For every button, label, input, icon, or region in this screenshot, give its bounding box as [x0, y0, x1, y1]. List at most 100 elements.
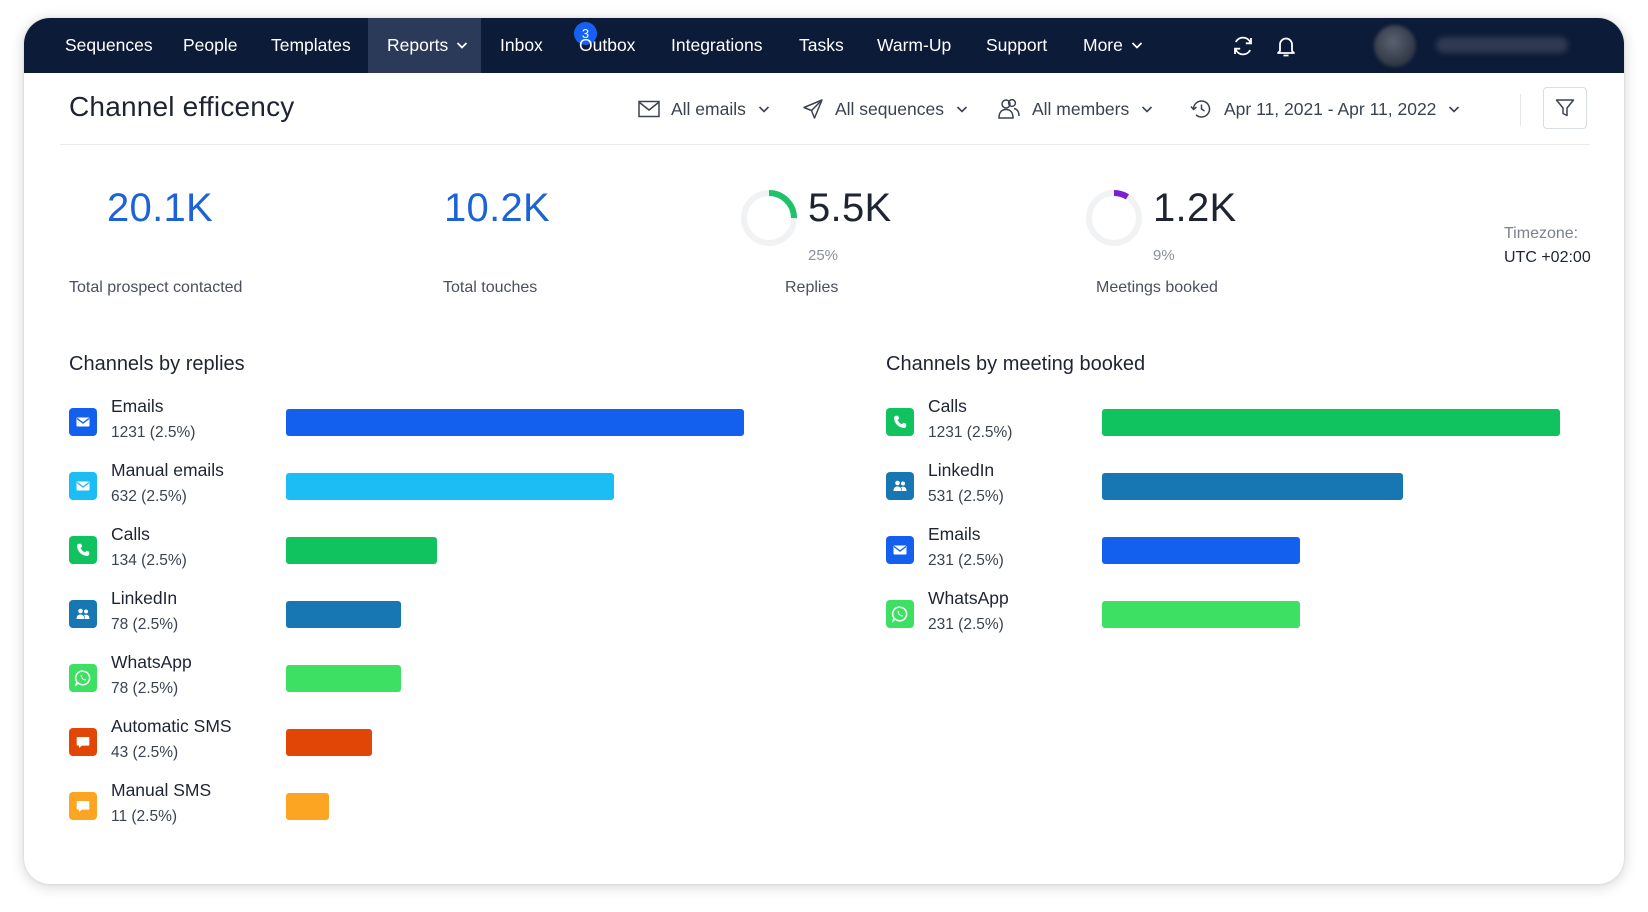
- app-window: Sequences People Templates Reports Inbox…: [24, 18, 1624, 884]
- whatsapp-icon: [886, 600, 914, 628]
- history-icon: [1190, 100, 1211, 118]
- sms-icon: [69, 792, 97, 820]
- members-filter-label: All members: [1032, 98, 1130, 119]
- nav-more-label: More: [1083, 35, 1123, 55]
- channel-bar: [286, 793, 329, 820]
- page-title: Channel efficency: [69, 91, 295, 122]
- channel-row[interactable]: Manual emails 632 (2.5%): [69, 460, 744, 520]
- channel-row[interactable]: Calls 1231 (2.5%): [886, 396, 1560, 456]
- timezone-label: Timezone:: [1504, 225, 1579, 242]
- channel-name: Manual SMS: [111, 780, 212, 800]
- nav-inbox[interactable]: Inbox: [500, 35, 543, 55]
- emails-filter-label: All emails: [671, 98, 746, 119]
- nav-support[interactable]: Support: [986, 35, 1048, 55]
- channel-row[interactable]: Emails 1231 (2.5%): [69, 396, 744, 456]
- channel-bar: [1102, 601, 1300, 628]
- channel-name: Emails: [111, 396, 164, 416]
- replies-label: Replies: [785, 279, 839, 296]
- people-icon: [886, 472, 914, 500]
- nav-warm-up[interactable]: Warm-Up: [877, 35, 952, 55]
- nav-integrations[interactable]: Integrations: [671, 35, 763, 55]
- channel-count: 11 (2.5%): [111, 808, 178, 825]
- channel-count: 78 (2.5%): [111, 680, 179, 697]
- channel-name: LinkedIn: [111, 588, 178, 608]
- nav-outbox[interactable]: Outbox: [579, 35, 636, 55]
- channel-bar: [286, 665, 401, 692]
- meetings-label: Meetings booked: [1096, 279, 1218, 296]
- email-icon: [69, 472, 97, 500]
- sms-icon: [69, 728, 97, 756]
- prospects-value: 20.1K: [107, 186, 214, 230]
- sequences-filter-dropdown[interactable]: All sequences: [802, 94, 970, 124]
- channel-row[interactable]: WhatsApp 231 (2.5%): [886, 588, 1560, 648]
- channel-row[interactable]: WhatsApp 78 (2.5%): [69, 652, 744, 712]
- channel-bar: [1102, 473, 1403, 500]
- nav-reports[interactable]: Reports: [368, 18, 481, 73]
- channel-name: Manual emails: [111, 460, 224, 480]
- refresh-icon[interactable]: [1229, 32, 1257, 60]
- replies-progress-ring: [741, 190, 797, 246]
- channel-bar: [286, 601, 401, 628]
- channel-count: 632 (2.5%): [111, 488, 187, 505]
- replies-section-title: Channels by replies: [69, 353, 245, 375]
- chevron-down-icon: [758, 106, 769, 113]
- nav-people[interactable]: People: [183, 35, 238, 55]
- channel-count: 134 (2.5%): [111, 552, 187, 569]
- phone-icon: [886, 408, 914, 436]
- nav-more[interactable]: More: [1083, 18, 1145, 73]
- channel-count: 231 (2.5%): [928, 552, 1004, 569]
- nav-tasks[interactable]: Tasks: [799, 35, 844, 55]
- channel-bar: [286, 473, 614, 500]
- channel-bar: [286, 537, 437, 564]
- channel-name: Calls: [928, 396, 967, 416]
- channel-row[interactable]: Automatic SMS 43 (2.5%): [69, 716, 744, 776]
- sequences-filter-label: All sequences: [835, 98, 944, 119]
- members-filter-dropdown[interactable]: All members: [997, 94, 1155, 124]
- bell-icon[interactable]: [1272, 32, 1300, 60]
- channel-row[interactable]: LinkedIn 78 (2.5%): [69, 588, 744, 648]
- chevron-down-icon: [1142, 106, 1153, 113]
- top-navigation: Sequences People Templates Reports Inbox…: [24, 18, 1624, 73]
- channel-name: WhatsApp: [928, 588, 1009, 608]
- filter-button[interactable]: [1543, 87, 1587, 129]
- avatar[interactable]: [1374, 25, 1416, 67]
- chevron-down-icon: [956, 106, 968, 113]
- channel-bar: [1102, 537, 1300, 564]
- channel-name: LinkedIn: [928, 460, 995, 480]
- date-range-picker[interactable]: Apr 11, 2021 - Apr 11, 2022: [1189, 94, 1462, 124]
- channel-count: 531 (2.5%): [928, 488, 1004, 505]
- meetings-value: 1.2K: [1153, 186, 1237, 230]
- funnel-icon: [1555, 99, 1575, 117]
- header-divider: [1520, 94, 1521, 126]
- meetings-section-title: Channels by meeting booked: [886, 353, 1146, 375]
- chevron-down-icon: [457, 42, 468, 49]
- phone-icon: [69, 536, 97, 564]
- channel-row[interactable]: LinkedIn 531 (2.5%): [886, 460, 1560, 520]
- nav-templates[interactable]: Templates: [271, 35, 351, 55]
- channel-count: 1231 (2.5%): [111, 424, 196, 441]
- header-separator: [60, 144, 1590, 145]
- touches-value: 10.2K: [444, 186, 551, 230]
- channel-row[interactable]: Emails 231 (2.5%): [886, 524, 1560, 584]
- replies-value: 5.5K: [808, 186, 892, 230]
- emails-filter-dropdown[interactable]: All emails: [638, 94, 772, 124]
- meetings-percent: 9%: [1153, 247, 1175, 264]
- timezone-value: UTC +02:00: [1504, 249, 1591, 266]
- channel-count: 43 (2.5%): [111, 744, 179, 761]
- date-range-label: Apr 11, 2021 - Apr 11, 2022: [1224, 98, 1437, 119]
- email-icon: [69, 408, 97, 436]
- meetings-progress-ring: [1086, 190, 1142, 246]
- team-icon: [998, 98, 1020, 119]
- channel-row[interactable]: Manual SMS 11 (2.5%): [69, 780, 744, 840]
- channel-bar: [286, 409, 744, 436]
- channel-count: 231 (2.5%): [928, 616, 1004, 633]
- nav-sequences[interactable]: Sequences: [65, 35, 153, 55]
- inbox-count-badge: 3: [574, 22, 597, 45]
- user-menu[interactable]: [1436, 37, 1568, 53]
- chevron-down-icon: [1131, 42, 1142, 49]
- touches-label: Total touches: [443, 279, 538, 296]
- prospects-label: Total prospect contacted: [69, 279, 243, 296]
- channel-name: WhatsApp: [111, 652, 192, 672]
- envelope-icon: [638, 100, 660, 118]
- channel-row[interactable]: Calls 134 (2.5%): [69, 524, 744, 584]
